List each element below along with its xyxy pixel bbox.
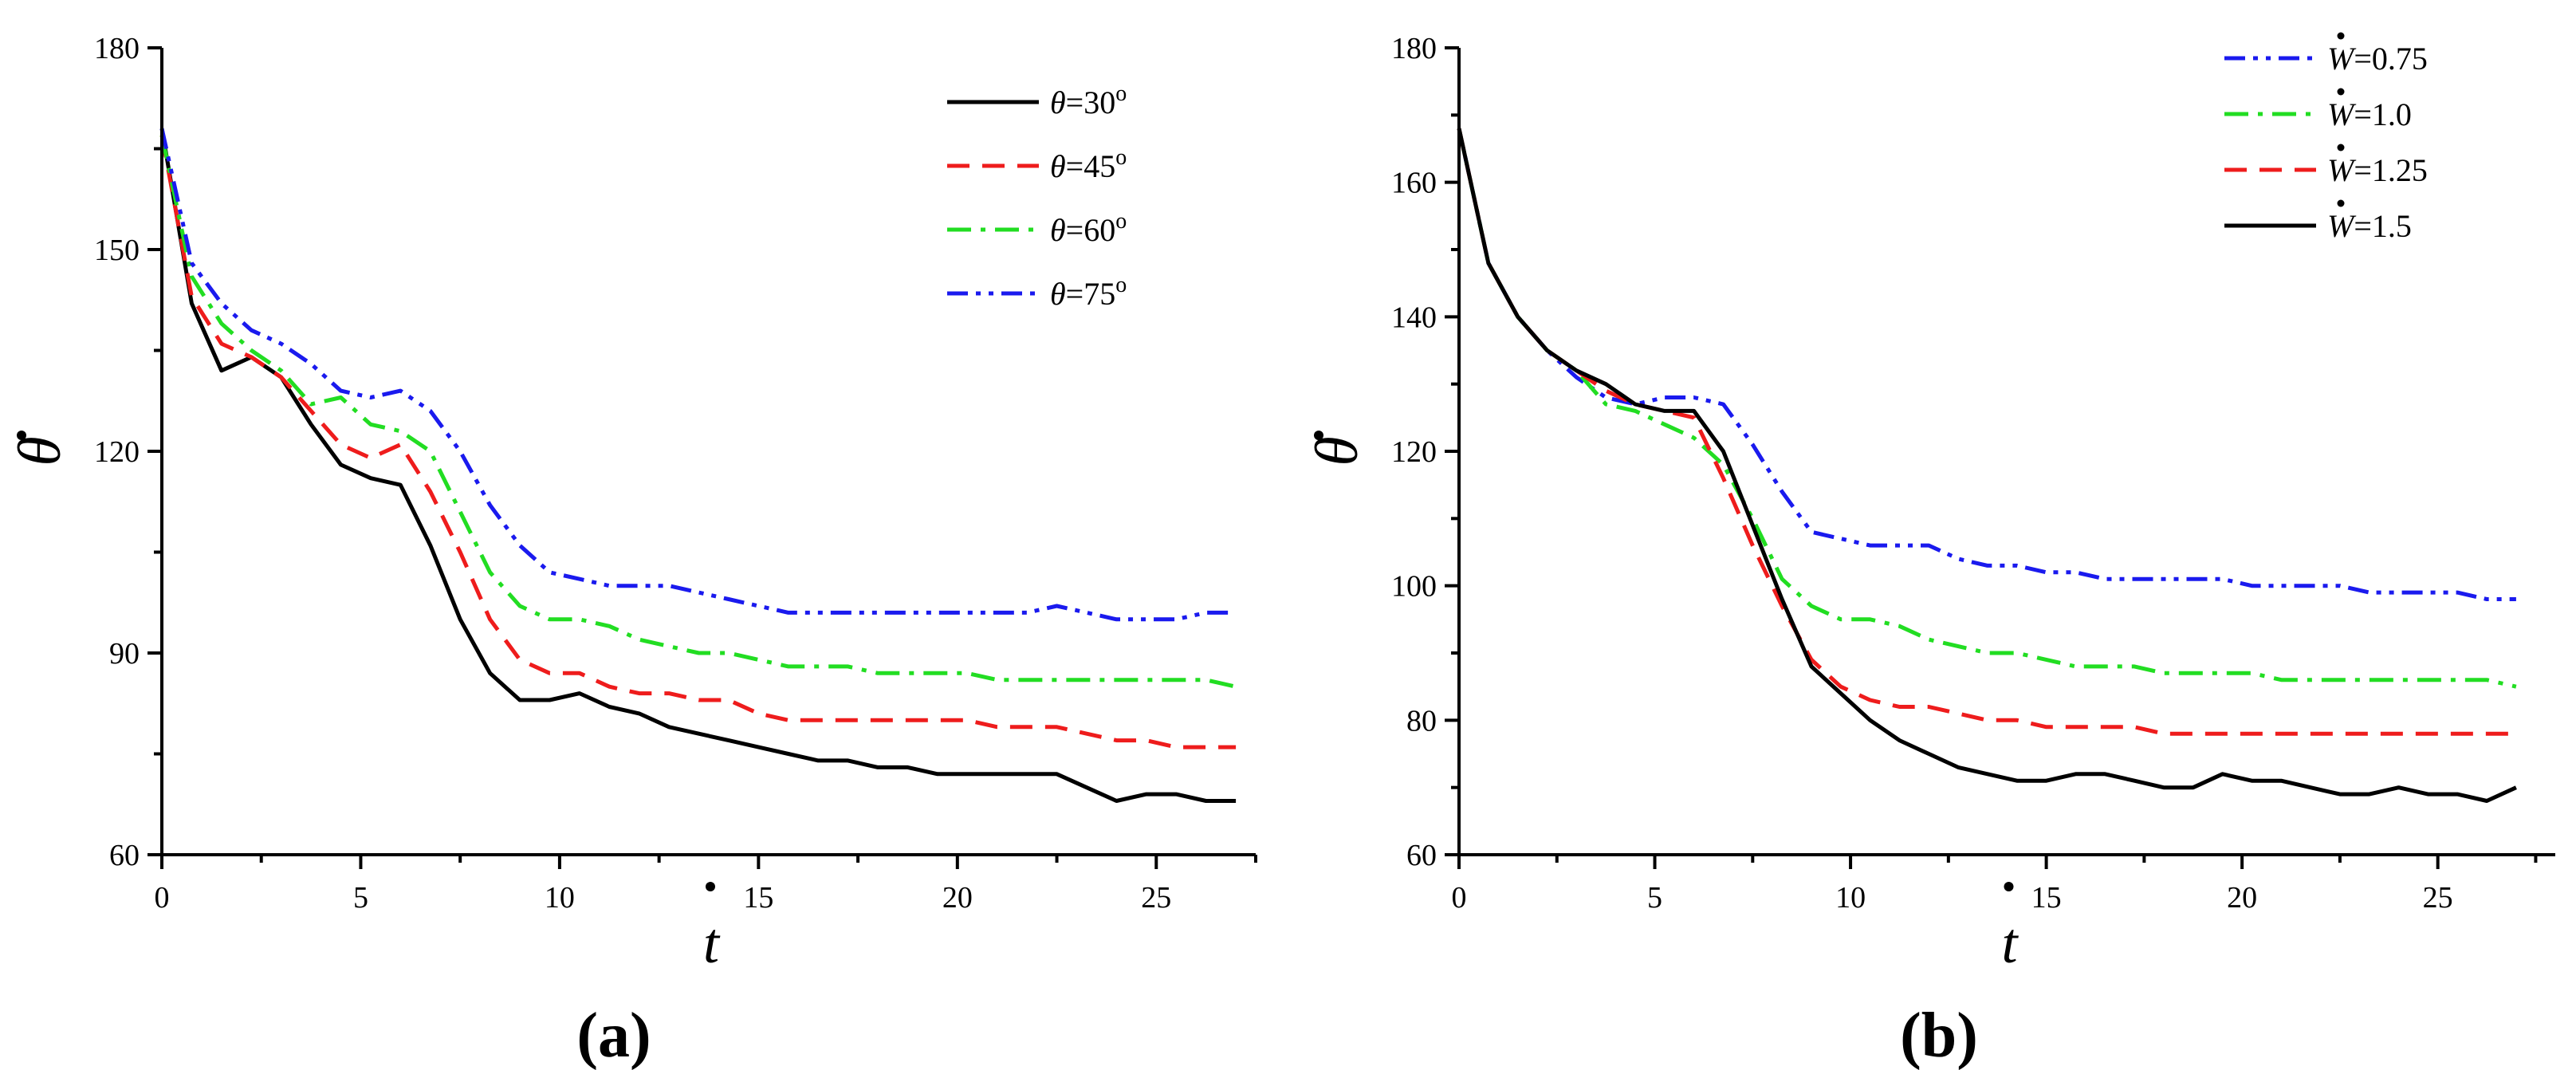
legend-label-dot <box>2337 88 2345 96</box>
y-tick-label: 120 <box>94 435 140 469</box>
y-tick-label: 180 <box>1391 32 1437 65</box>
x-tick-label: 20 <box>2227 881 2257 915</box>
x-axis-label-dot <box>706 882 715 891</box>
chart-panel-b: 0 5 10 15 20 25 60 80 100 120 140 160 180 W=0.75 W=1.… <box>1304 32 2555 1070</box>
legend-entry-1: W=0.75 <box>2224 32 2428 77</box>
x-tick-label: 5 <box>353 881 368 915</box>
y-tick-label: 100 <box>1391 570 1437 604</box>
axes-a <box>147 46 1257 869</box>
y-tick-label: 150 <box>94 234 140 267</box>
legend-entry-3: W=1.25 <box>2224 144 2428 188</box>
series-line-2 <box>159 135 1237 749</box>
legend-label-dot <box>2337 199 2345 207</box>
y-tick-label: 160 <box>1391 167 1437 200</box>
series-line-1 <box>159 128 1237 803</box>
legend-label: W=0.75 <box>2327 41 2428 77</box>
x-tick-label: 25 <box>1141 881 1171 915</box>
y-tick-label: 80 <box>1406 704 1437 738</box>
legend-label-dot <box>2337 32 2345 40</box>
legend-label: θ=75o <box>1050 273 1127 312</box>
y-tick-label: 90 <box>109 637 140 671</box>
x-tick-label: 20 <box>942 881 973 915</box>
panel-label-a: (a) <box>576 1001 651 1070</box>
y-tick-label: 180 <box>94 32 140 65</box>
x-tick-label: 0 <box>1452 881 1467 915</box>
y-tick-label: 120 <box>1391 435 1437 469</box>
y-axis-label: θ <box>6 436 73 466</box>
legend-label: W=1.5 <box>2327 208 2412 244</box>
series-line-4 <box>159 128 1237 622</box>
y-axis-label-dot <box>1314 431 1323 440</box>
axis-labels-a: tθ <box>6 431 721 975</box>
x-tick-label: 5 <box>1647 881 1662 915</box>
series-layer-a <box>159 128 1237 803</box>
series-line-1 <box>1457 128 2516 601</box>
legend-label-dot <box>2337 144 2345 151</box>
legend-entry-4: W=1.5 <box>2224 199 2412 244</box>
y-axis-label: θ <box>1304 436 1371 466</box>
series-line-3 <box>159 135 1237 689</box>
panel-label-b: (b) <box>1900 1001 1978 1070</box>
x-tick-label: 0 <box>155 881 170 915</box>
x-axis-label: t <box>2001 911 2019 975</box>
axes-b <box>1445 46 2555 869</box>
legend-entry-2: θ=45o <box>947 145 1127 184</box>
y-axis-label-dot <box>17 431 26 440</box>
x-tick-label: 15 <box>2031 881 2062 915</box>
legend-label: θ=60o <box>1050 209 1127 248</box>
tick-labels-a: 0 5 10 15 20 25 60 90 120 150 180 <box>94 32 1171 915</box>
legend-label: W=1.25 <box>2327 152 2428 188</box>
legend-label: θ=45o <box>1050 145 1127 184</box>
legend-entry-3: θ=60o <box>947 209 1127 248</box>
legend-label: W=1.0 <box>2327 96 2412 132</box>
axis-labels-b: tθ <box>1304 431 2019 975</box>
legend-entry-1: θ=30o <box>947 81 1127 120</box>
x-axis-label: t <box>703 911 721 975</box>
y-tick-label: 140 <box>1391 301 1437 334</box>
x-tick-label: 15 <box>743 881 773 915</box>
legend-entry-2: W=1.0 <box>2224 88 2412 132</box>
x-axis-label-dot <box>2004 882 2014 891</box>
y-tick-label: 60 <box>109 839 140 872</box>
x-tick-label: 25 <box>2423 881 2453 915</box>
legend-b: W=0.75 W=1.0 W=1.25 W=1.5 <box>2224 32 2428 244</box>
x-tick-label: 10 <box>545 881 575 915</box>
legend-a: θ=30o θ=45o θ=60o θ=75o <box>947 81 1127 312</box>
series-line-2 <box>1457 128 2517 689</box>
y-tick-label: 60 <box>1406 839 1437 872</box>
series-line-4 <box>1457 128 2517 803</box>
series-layer-b <box>1457 128 2517 803</box>
legend-entry-4: θ=75o <box>947 273 1127 312</box>
legend-label: θ=30o <box>1050 81 1127 120</box>
x-tick-label: 10 <box>1835 881 1866 915</box>
tick-labels-b: 0 5 10 15 20 25 60 80 100 120 140 160 180 <box>1391 32 2453 915</box>
